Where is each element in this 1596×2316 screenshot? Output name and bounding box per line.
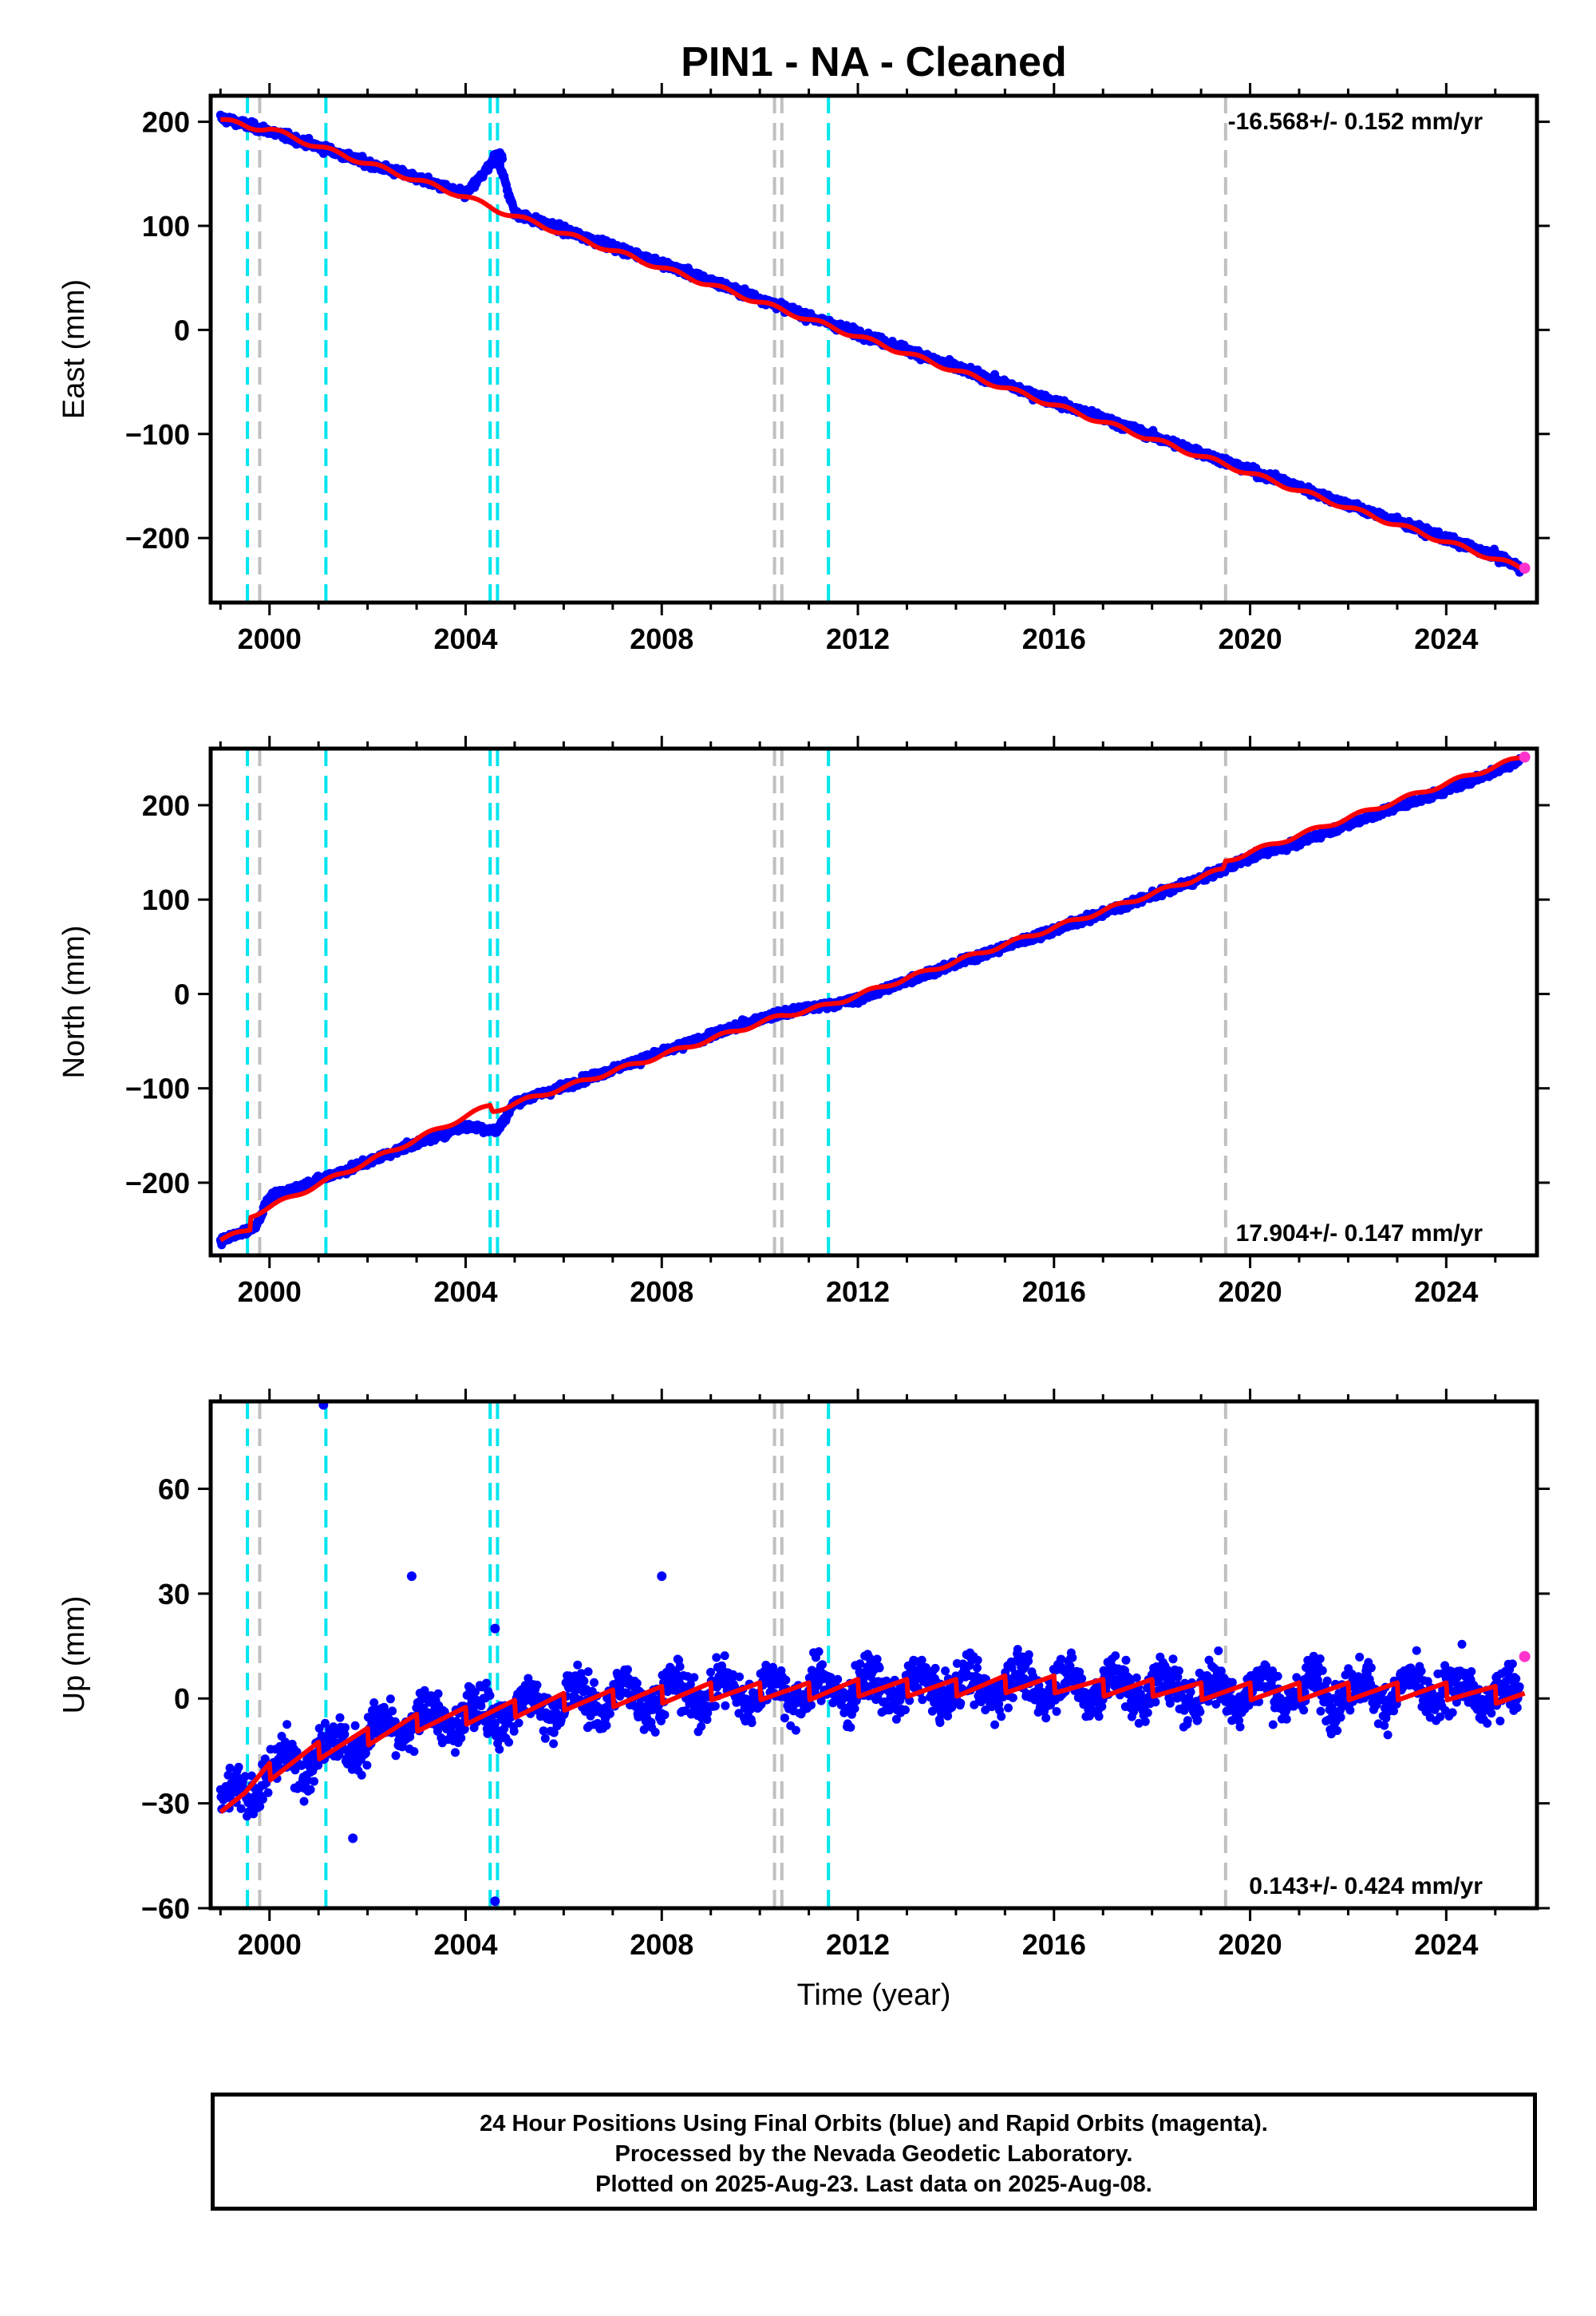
plot-area: [215, 749, 1531, 1255]
final-orbit-point: [357, 1770, 366, 1780]
final-orbit-point: [409, 1747, 419, 1757]
x-tick-label: 2024: [1414, 622, 1478, 655]
y-tick-label: 100: [142, 210, 190, 243]
plot-frame: [208, 93, 1539, 605]
rapid-orbit-point: [1519, 562, 1531, 574]
final-orbit-point: [299, 1796, 309, 1806]
final-orbit-point: [234, 1762, 243, 1772]
panel-up: 2000 2004 2008 2012 2016 2020 2024−60−3003060U…: [57, 1389, 1550, 1961]
y-tick-label: 200: [142, 106, 190, 139]
plot-area: [215, 1401, 1531, 1908]
x-tick-label: 2008: [630, 622, 693, 655]
x-tick-label: 2016: [1022, 622, 1086, 655]
plot-area: [215, 96, 1531, 603]
final-orbit-point: [385, 1694, 395, 1704]
final-orbit-point: [263, 1788, 273, 1797]
y-tick-label: −200: [125, 522, 190, 555]
x-tick-label: 2020: [1219, 1275, 1282, 1308]
panel-north: 2000 2004 2008 2012 2016 2020 2024 −200 −100 0 100…: [57, 736, 1550, 1308]
y-tick-label: 200: [142, 789, 190, 822]
x-tick-label: 2000: [238, 1275, 302, 1308]
final-orbit-point: [341, 1723, 350, 1733]
x-tick-label: 2008: [630, 1275, 693, 1308]
velocity-label: -16.568+/- 0.152 mm/yr: [1228, 109, 1483, 135]
x-tick-label: 2000: [238, 622, 302, 655]
final-orbit-point: [391, 1751, 401, 1761]
final-orbit-point: [306, 1784, 315, 1794]
x-tick-label: 2004: [433, 622, 497, 655]
x-tick-label: 2016: [1022, 1275, 1086, 1308]
y-tick-label: 100: [142, 883, 190, 916]
final-orbit-point: [236, 1804, 246, 1813]
y-axis-label: North (mm): [57, 925, 91, 1078]
y-axis-label: East (mm): [57, 279, 91, 419]
velocity-label: 17.904+/- 0.147 mm/yr: [1236, 1220, 1483, 1247]
x-tick-label: 2004: [433, 1275, 497, 1308]
x-tick-label: 2012: [826, 1275, 890, 1308]
figure-title: PIN1 - NA - Cleaned: [681, 39, 1067, 85]
final-orbit-points: [215, 1401, 1524, 1907]
final-orbit-point: [498, 154, 508, 164]
final-orbit-point: [310, 1777, 318, 1786]
x-tick-label: 2012: [826, 622, 890, 655]
final-orbit-point: [335, 1713, 345, 1722]
x-tick-label: 2024: [1414, 1275, 1478, 1308]
final-orbit-point: [282, 1720, 292, 1729]
rapid-orbit-point: [1519, 751, 1531, 763]
y-tick-label: −100: [125, 1073, 190, 1105]
y-tick-label: 0: [174, 314, 190, 346]
final-orbit-point: [362, 1761, 372, 1770]
x-tick-label: 2020: [1219, 622, 1282, 655]
final-orbit-point: [350, 1721, 360, 1730]
y-tick-label: 0: [174, 978, 190, 1010]
y-tick-label: −100: [125, 418, 190, 451]
model-fit-line: [219, 117, 1527, 573]
final-orbit-point: [388, 1706, 397, 1716]
y-tick-label: −200: [125, 1167, 190, 1199]
panel-east: 2000 2004 2008 2012 2016 2020 2024 −200 −100 0 100…: [57, 83, 1550, 655]
